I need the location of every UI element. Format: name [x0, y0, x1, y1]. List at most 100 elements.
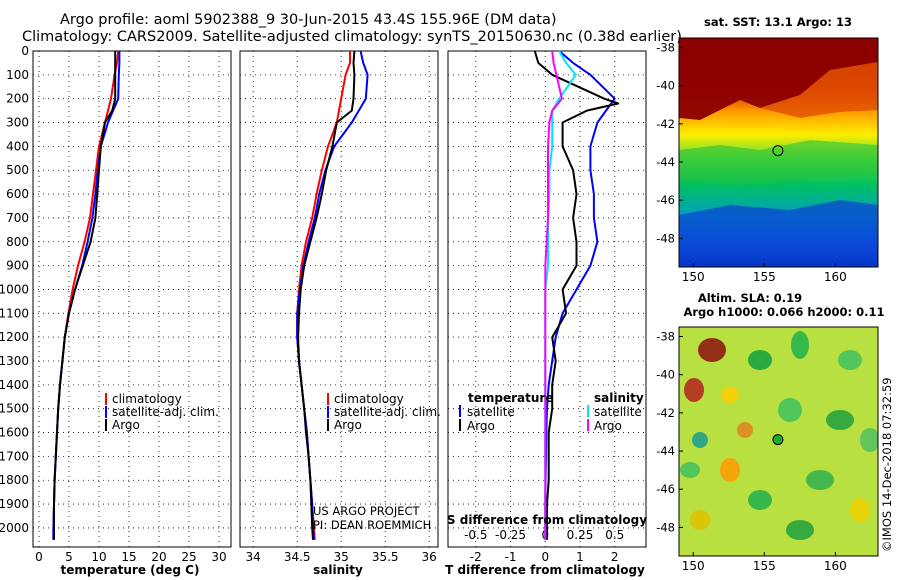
map-y-tick-label: -46 [656, 193, 675, 207]
x-tick-label: 1 [576, 550, 584, 564]
sst-front-orange [760, 62, 878, 118]
y-tick-label: 1700 [0, 449, 29, 463]
x-tick-label: 34.5 [284, 550, 311, 564]
map-x-tick-label: 160 [824, 270, 847, 284]
x2-tick-label: -0.5 [464, 528, 487, 542]
y-tick-label: 1400 [0, 378, 29, 392]
legend-heading-temperature: temperature [468, 391, 553, 405]
sla-argo-marker [772, 434, 784, 446]
map-y-tick-label: -38 [656, 41, 675, 55]
map-y-tick-label: -44 [656, 155, 675, 169]
map-y-tick-label: -48 [656, 520, 675, 534]
map-y-tick-label: -42 [656, 117, 675, 131]
sla-eddy [778, 398, 802, 422]
x-tick-label: 2 [611, 550, 619, 564]
x-tick-label: -2 [470, 550, 482, 564]
sla-eddy [860, 428, 878, 452]
series-line [533, 50, 620, 540]
y-tick-label: 200 [6, 92, 29, 106]
sla-eddy [698, 338, 726, 362]
x2-tick-label: -0.25 [495, 528, 526, 542]
difference-panel-frame [447, 50, 647, 548]
salinity-legend: climatology satellite-adj. clim. Argo [327, 392, 441, 432]
y-tick-label: 100 [6, 68, 29, 82]
sla-eddy [721, 387, 739, 403]
panel-frames [32, 50, 647, 548]
y-tick-label: 1200 [0, 330, 29, 344]
y-tick-label: 1900 [0, 497, 29, 511]
y-tick-label: 900 [6, 259, 29, 273]
sla-eddy [720, 458, 740, 482]
y-tick-label: 300 [6, 116, 29, 130]
sla-eddies [680, 331, 878, 540]
sla-map-subtitle: Argo h1000: 0.066 h2000: 0.11 [683, 305, 884, 319]
map-y-tick-label: -40 [656, 79, 675, 93]
map-x-tick-label: 155 [753, 270, 776, 284]
legend-label-climatology: climatology [334, 392, 404, 406]
y-tick-label: 1000 [0, 282, 29, 296]
legend-label-t-argo: Argo [467, 419, 495, 433]
x2-tick-label: 0.5 [605, 528, 624, 542]
sla-eddy [786, 520, 814, 540]
y-tick-label: 1100 [0, 306, 29, 320]
map-y-tick-label: -44 [656, 444, 675, 458]
figure-title-line2: Climatology: CARS2009. Satellite-adjuste… [22, 29, 682, 45]
sla-map-frame [678, 326, 879, 557]
x-tick-label: 15 [121, 550, 136, 564]
salinity-panel-frame [239, 50, 439, 548]
series-line [296, 51, 351, 540]
legend-label-satellite: satellite-adj. clim. [112, 405, 219, 419]
x-tick-label: 35.5 [372, 550, 399, 564]
x-tick-label: 30 [211, 550, 226, 564]
difference-legend-temperature: temperature satellite Argo [459, 391, 553, 433]
sla-eddy [850, 498, 870, 522]
sla-eddy [806, 470, 834, 490]
sst-map-title: sat. SST: 13.1 Argo: 13 [704, 15, 852, 29]
sla-eddy [748, 490, 772, 510]
legend-label-s-satellite: satellite [594, 405, 642, 419]
sla-map-title: Altim. SLA: 0.19 [698, 291, 802, 305]
temperature-panel-frame [32, 50, 232, 548]
sst-map-frame [678, 37, 879, 268]
map-y-tick-label: -42 [656, 406, 675, 420]
x2-tick-label: 0.25 [567, 528, 594, 542]
y-tick-label: 2000 [0, 521, 29, 535]
y-tick-label: 0 [21, 44, 29, 58]
x-tick-label: 25 [181, 550, 196, 564]
y-tick-label: 1300 [0, 354, 29, 368]
imos-credit: ©IMOS 14-Dec-2018 07:32:59 [880, 377, 894, 552]
sst-warm-tongue [679, 38, 878, 120]
sla-eddy [748, 350, 772, 370]
sla-eddy [838, 350, 862, 370]
x-tick-label: 0 [541, 550, 549, 564]
map-y-tick-label: -38 [656, 330, 675, 344]
y-tick-label: 800 [6, 235, 29, 249]
x-tick-label: -1 [505, 550, 517, 564]
project-credit-line1: US ARGO PROJECT [313, 504, 421, 518]
project-credit-line2: PI: DEAN ROEMMICH [313, 518, 431, 532]
map-y-tick-label: -46 [656, 482, 675, 496]
axis-ticks: 0 5 10 15 20 25 30 34 34.5 35 35.5 36 -2 -1 0 1 20100200… [0, 44, 624, 564]
sst-argo-marker [772, 145, 784, 157]
panel-grids [33, 51, 646, 547]
map-ticks: 150 155 160 -38 -40 -42 -44 -46 -48 150 155 160 -38 -… [656, 41, 847, 573]
map-x-tick-label: 155 [753, 559, 776, 573]
series-line [52, 51, 121, 540]
salinity-x-label: salinity [313, 563, 363, 577]
sla-eddy [826, 410, 854, 430]
x-tick-label: 35 [334, 550, 349, 564]
sst-cold-blue [679, 200, 878, 267]
y-tick-label: 1500 [0, 402, 29, 416]
y-tick-label: 1800 [0, 473, 29, 487]
x-tick-label: 0 [35, 550, 43, 564]
sla-eddy [680, 462, 700, 478]
legend-label-t-satellite: satellite [467, 405, 515, 419]
x-tick-label: 5 [65, 550, 73, 564]
x-tick-label: 34 [246, 550, 261, 564]
map-x-tick-label: 150 [682, 559, 705, 573]
figure-title-line1: Argo profile: aoml 5902388_9 30-Jun-2015… [60, 12, 557, 28]
legend-label-argo: Argo [112, 418, 140, 432]
sst-map [679, 38, 878, 267]
sla-eddy [690, 510, 710, 530]
series-line [296, 50, 369, 540]
